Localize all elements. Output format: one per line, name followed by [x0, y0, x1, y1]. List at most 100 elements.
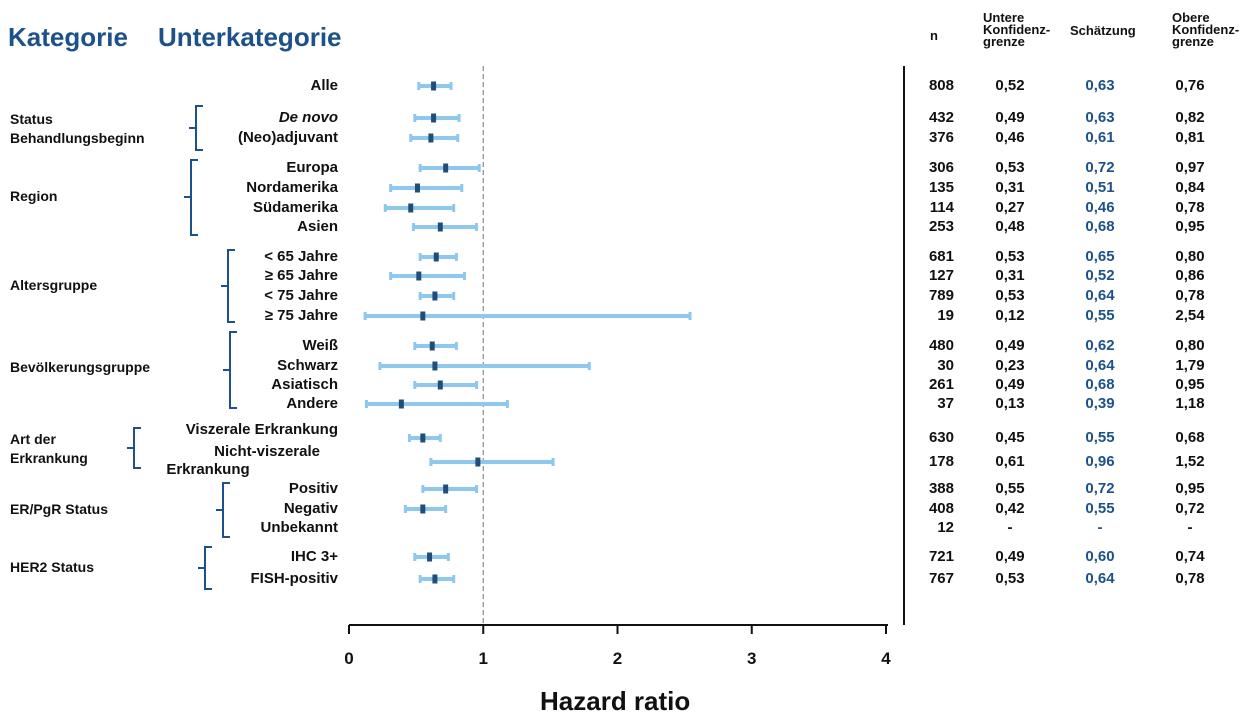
cell-estimate: 0,55	[1085, 500, 1115, 517]
subgroup-label: Asien	[297, 218, 338, 235]
cell-n: 376	[928, 129, 954, 146]
cell-n: 37	[937, 395, 954, 412]
cell-lower-ci: 0,48	[995, 218, 1025, 235]
cell-upper-ci: 0,76	[1175, 77, 1205, 94]
cell-n: 127	[928, 267, 954, 284]
upper-ci-column-header: Obere Konfidenz-grenze	[1172, 10, 1240, 49]
estimate-point	[420, 433, 426, 443]
cell-upper-ci: 0,80	[1175, 248, 1205, 265]
cell-upper-ci: 2,54	[1175, 307, 1205, 324]
subgroup-label: Viszerale Erkrankung	[185, 421, 338, 438]
cell-n: 19	[937, 307, 954, 324]
cell-lower-ci: 0,53	[995, 248, 1025, 265]
category-her2-status: HER2 Status	[10, 559, 95, 575]
cell-estimate: 0,51	[1085, 179, 1115, 196]
estimate-point	[420, 311, 426, 321]
cell-n: 681	[928, 248, 954, 265]
subgroup-label: Alle	[310, 77, 338, 94]
cell-lower-ci: 0,49	[995, 548, 1025, 565]
cell-lower-ci: 0,23	[995, 357, 1025, 374]
cell-estimate: 0,39	[1085, 395, 1115, 412]
x-tick-label: 0	[344, 649, 353, 668]
cell-n: 808	[928, 77, 954, 94]
category-art-der-erkrankung: Art der Erkrankung	[10, 431, 88, 466]
brace-her2-status	[198, 546, 212, 590]
cell-estimate: 0,63	[1085, 77, 1115, 94]
cell-estimate: -	[1097, 519, 1103, 536]
cell-upper-ci: 1,18	[1175, 395, 1205, 412]
cell-lower-ci: 0,42	[995, 500, 1025, 517]
cell-n: 12	[937, 519, 954, 536]
estimate-point	[475, 457, 481, 467]
subgroup-label: Negativ	[283, 500, 338, 517]
cell-n: 721	[928, 548, 954, 565]
cell-estimate: 0,68	[1085, 376, 1115, 393]
brace-region	[184, 159, 198, 236]
cell-upper-ci: 0,78	[1175, 570, 1205, 587]
category-er-pgr-status: ER/PgR Status	[10, 501, 109, 517]
cell-upper-ci: 1,79	[1175, 357, 1205, 374]
cell-lower-ci: 0,45	[995, 429, 1025, 446]
subgroup-label: Schwarz	[277, 357, 338, 374]
estimate-point	[431, 113, 437, 123]
cell-n: 306	[928, 159, 954, 176]
cell-estimate: 0,52	[1085, 267, 1115, 284]
cell-n: 261	[928, 376, 954, 393]
cell-lower-ci: 0,12	[995, 307, 1025, 324]
cell-lower-ci: 0,27	[995, 199, 1025, 216]
brace-altersgruppe	[221, 249, 235, 323]
cell-n: 388	[928, 480, 954, 497]
lower-ci-column-header: Untere Konfidenz-grenze	[983, 10, 1051, 49]
cell-n: 178	[928, 453, 954, 470]
category-status-behandlungsbeginn: Status Behandlungsbeginn	[10, 111, 145, 146]
brace-er-pgr-status	[216, 482, 230, 538]
cell-lower-ci: 0,53	[995, 287, 1025, 304]
cell-n: 767	[928, 570, 954, 587]
estimate-point	[416, 271, 422, 281]
cell-lower-ci: 0,53	[995, 159, 1025, 176]
kategorie-header: Kategorie	[8, 22, 128, 52]
cell-n: 253	[928, 218, 954, 235]
cell-lower-ci: 0,55	[995, 480, 1025, 497]
cell-upper-ci: 0,86	[1175, 267, 1205, 284]
cell-upper-ci: 0,68	[1175, 429, 1205, 446]
subgroup-label: De novo	[278, 109, 338, 126]
subgroup-label: Nordamerika	[246, 179, 338, 196]
estimate-point	[437, 380, 443, 390]
cell-upper-ci: 0,97	[1175, 159, 1205, 176]
estimate-point	[398, 399, 404, 409]
n-column-header: n	[930, 28, 938, 43]
cell-upper-ci: 0,74	[1175, 548, 1205, 565]
subgroup-label: ≥ 75 Jahre	[264, 307, 338, 324]
cell-lower-ci: -	[1007, 519, 1013, 536]
subgroup-label: ≥ 65 Jahre	[264, 267, 338, 284]
cell-estimate: 0,46	[1085, 199, 1115, 216]
cell-estimate: 0,64	[1085, 570, 1115, 587]
estimate-point	[428, 133, 434, 143]
category-bevoelkerungsgruppe: Bevölkerungsgruppe	[10, 359, 151, 375]
subgroup-label: (Neo)adjuvant	[237, 129, 338, 146]
brace-art-der-erkrankung	[127, 427, 141, 469]
cell-estimate: 0,62	[1085, 337, 1115, 354]
estimate-point	[420, 504, 426, 514]
cell-n: 789	[928, 287, 954, 304]
estimate-point	[432, 574, 438, 584]
cell-lower-ci: 0,13	[995, 395, 1025, 412]
cell-n: 630	[928, 429, 954, 446]
cell-estimate: 0,55	[1085, 307, 1115, 324]
cell-lower-ci: 0,61	[995, 453, 1025, 470]
cell-upper-ci: 0,78	[1175, 287, 1205, 304]
cell-lower-ci: 0,49	[995, 337, 1025, 354]
cell-lower-ci: 0,53	[995, 570, 1025, 587]
cell-upper-ci: 1,52	[1175, 453, 1205, 470]
subgroup-label: Nicht-viszerale Erkrankung	[166, 443, 320, 478]
cell-estimate: 0,63	[1085, 109, 1115, 126]
cell-estimate: 0,61	[1085, 129, 1115, 146]
subgroup-label: Europa	[286, 159, 338, 176]
estimate-point	[429, 341, 435, 351]
subgroup-label: Unbekannt	[260, 519, 338, 536]
cell-estimate: 0,64	[1085, 287, 1115, 304]
cell-lower-ci: 0,31	[995, 179, 1025, 196]
cell-estimate: 0,64	[1085, 357, 1115, 374]
cell-estimate: 0,60	[1085, 548, 1115, 565]
